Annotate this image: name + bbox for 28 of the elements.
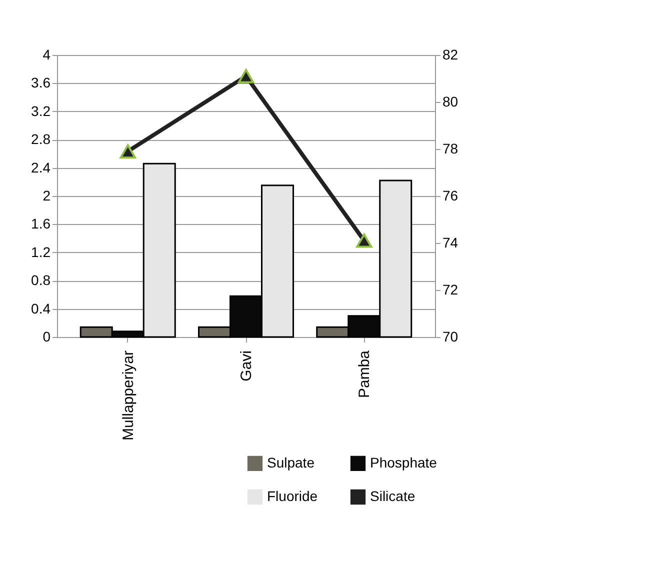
y-tick-label: 2	[42, 188, 51, 204]
y2-tick-label: 70	[442, 328, 458, 344]
y-tick-label: 0.4	[31, 300, 51, 316]
y2-tick-label: 72	[442, 282, 458, 298]
x-tick-label: Pamba	[356, 350, 374, 398]
legend-label: Sulpate	[267, 454, 315, 470]
y-tick-label: 0	[42, 328, 51, 344]
x-tick-label: Gavi	[238, 350, 255, 382]
y2-tick-label: 80	[442, 94, 458, 110]
y-tick-label: 3.6	[31, 74, 51, 91]
y-tick-label: 1.2	[31, 244, 51, 260]
point	[120, 144, 136, 158]
y-tick-label: 3.2	[31, 102, 51, 119]
y-tick-label: 2.8	[31, 131, 51, 148]
y-tick-label: 4	[42, 46, 51, 62]
legend-label: Fluoride	[267, 488, 318, 504]
point	[238, 69, 254, 84]
y2-tick-label: 74	[442, 234, 458, 250]
y2-tick-label: 76	[442, 188, 458, 204]
y2-tick-label: 82	[442, 46, 458, 62]
legend-label: Silicate	[370, 488, 416, 504]
legend-label: Phosphate	[370, 454, 438, 470]
point	[356, 234, 372, 248]
x-tick-label: Mullapperiyar	[120, 350, 137, 441]
y2-tick-label: 78	[442, 140, 458, 156]
y-tick-label: 1.6	[31, 216, 51, 232]
y-tick-label: 0.8	[31, 272, 51, 288]
y-tick-label: 2.4	[31, 159, 51, 176]
